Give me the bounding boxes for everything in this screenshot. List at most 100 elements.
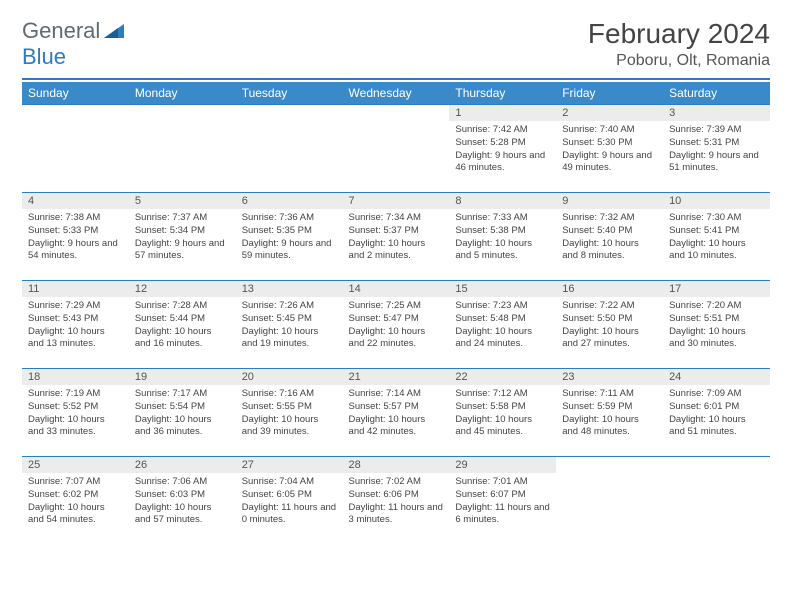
sunrise-text: Sunrise: 7:02 AM <box>349 476 444 489</box>
daylight-text: Daylight: 10 hours and 45 minutes. <box>455 414 550 440</box>
daylight-text: Daylight: 10 hours and 5 minutes. <box>455 238 550 264</box>
daylight-text: Daylight: 9 hours and 46 minutes. <box>455 150 550 176</box>
sunset-text: Sunset: 6:03 PM <box>135 489 230 502</box>
sunset-text: Sunset: 5:57 PM <box>349 401 444 414</box>
sunrise-text: Sunrise: 7:14 AM <box>349 388 444 401</box>
day-details: Sunrise: 7:33 AMSunset: 5:38 PMDaylight:… <box>449 209 556 266</box>
daylight-text: Daylight: 9 hours and 59 minutes. <box>242 238 337 264</box>
daylight-text: Daylight: 10 hours and 30 minutes. <box>669 326 764 352</box>
calendar-day-cell: 22Sunrise: 7:12 AMSunset: 5:58 PMDayligh… <box>449 369 556 457</box>
sunrise-text: Sunrise: 7:01 AM <box>455 476 550 489</box>
calendar-table: SundayMondayTuesdayWednesdayThursdayFrid… <box>22 82 770 545</box>
sunrise-text: Sunrise: 7:36 AM <box>242 212 337 225</box>
sunset-text: Sunset: 5:45 PM <box>242 313 337 326</box>
calendar-day-cell: 10Sunrise: 7:30 AMSunset: 5:41 PMDayligh… <box>663 193 770 281</box>
sunset-text: Sunset: 5:59 PM <box>562 401 657 414</box>
day-number: 9 <box>556 193 663 209</box>
logo-text-2: Blue <box>22 44 66 69</box>
location-label: Poboru, Olt, Romania <box>588 52 770 70</box>
day-number: 28 <box>343 457 450 473</box>
day-number: 10 <box>663 193 770 209</box>
calendar-day-cell: 14Sunrise: 7:25 AMSunset: 5:47 PMDayligh… <box>343 281 450 369</box>
day-number: 14 <box>343 281 450 297</box>
calendar-day-cell: 8Sunrise: 7:33 AMSunset: 5:38 PMDaylight… <box>449 193 556 281</box>
day-details: Sunrise: 7:36 AMSunset: 5:35 PMDaylight:… <box>236 209 343 266</box>
weekday-header: Monday <box>129 82 236 105</box>
daylight-text: Daylight: 10 hours and 39 minutes. <box>242 414 337 440</box>
calendar-day-cell: 23Sunrise: 7:11 AMSunset: 5:59 PMDayligh… <box>556 369 663 457</box>
logo: General <box>22 18 126 44</box>
sunset-text: Sunset: 5:37 PM <box>349 225 444 238</box>
day-details: Sunrise: 7:37 AMSunset: 5:34 PMDaylight:… <box>129 209 236 266</box>
title-block: February 2024 Poboru, Olt, Romania <box>588 18 770 70</box>
calendar-day-cell: 4Sunrise: 7:38 AMSunset: 5:33 PMDaylight… <box>22 193 129 281</box>
calendar-day-cell: 26Sunrise: 7:06 AMSunset: 6:03 PMDayligh… <box>129 457 236 545</box>
daylight-text: Daylight: 10 hours and 27 minutes. <box>562 326 657 352</box>
sunrise-text: Sunrise: 7:19 AM <box>28 388 123 401</box>
calendar-day-cell: 11Sunrise: 7:29 AMSunset: 5:43 PMDayligh… <box>22 281 129 369</box>
daylight-text: Daylight: 10 hours and 42 minutes. <box>349 414 444 440</box>
sunrise-text: Sunrise: 7:11 AM <box>562 388 657 401</box>
sunrise-text: Sunrise: 7:25 AM <box>349 300 444 313</box>
day-number: 16 <box>556 281 663 297</box>
daylight-text: Daylight: 9 hours and 51 minutes. <box>669 150 764 176</box>
day-number: 1 <box>449 105 556 121</box>
sunset-text: Sunset: 6:06 PM <box>349 489 444 502</box>
calendar-day-cell: 3Sunrise: 7:39 AMSunset: 5:31 PMDaylight… <box>663 105 770 193</box>
sunrise-text: Sunrise: 7:12 AM <box>455 388 550 401</box>
day-number: 12 <box>129 281 236 297</box>
sunrise-text: Sunrise: 7:22 AM <box>562 300 657 313</box>
sunrise-text: Sunrise: 7:39 AM <box>669 124 764 137</box>
daylight-text: Daylight: 10 hours and 22 minutes. <box>349 326 444 352</box>
daylight-text: Daylight: 11 hours and 3 minutes. <box>349 502 444 528</box>
calendar-week-row: 18Sunrise: 7:19 AMSunset: 5:52 PMDayligh… <box>22 369 770 457</box>
day-number: 3 <box>663 105 770 121</box>
calendar-day-cell: 13Sunrise: 7:26 AMSunset: 5:45 PMDayligh… <box>236 281 343 369</box>
calendar-day-cell: 20Sunrise: 7:16 AMSunset: 5:55 PMDayligh… <box>236 369 343 457</box>
calendar-day-cell: 6Sunrise: 7:36 AMSunset: 5:35 PMDaylight… <box>236 193 343 281</box>
sunset-text: Sunset: 5:34 PM <box>135 225 230 238</box>
sunrise-text: Sunrise: 7:04 AM <box>242 476 337 489</box>
weekday-header: Sunday <box>22 82 129 105</box>
calendar-day-cell: 9Sunrise: 7:32 AMSunset: 5:40 PMDaylight… <box>556 193 663 281</box>
calendar-day-cell: 29Sunrise: 7:01 AMSunset: 6:07 PMDayligh… <box>449 457 556 545</box>
sunset-text: Sunset: 5:44 PM <box>135 313 230 326</box>
sunset-text: Sunset: 6:01 PM <box>669 401 764 414</box>
calendar-week-row: ....1Sunrise: 7:42 AMSunset: 5:28 PMDayl… <box>22 105 770 193</box>
day-number: 11 <box>22 281 129 297</box>
sunset-text: Sunset: 5:55 PM <box>242 401 337 414</box>
calendar-day-cell: 12Sunrise: 7:28 AMSunset: 5:44 PMDayligh… <box>129 281 236 369</box>
sunrise-text: Sunrise: 7:34 AM <box>349 212 444 225</box>
sunset-text: Sunset: 5:40 PM <box>562 225 657 238</box>
daylight-text: Daylight: 10 hours and 51 minutes. <box>669 414 764 440</box>
sunrise-text: Sunrise: 7:38 AM <box>28 212 123 225</box>
calendar-day-cell: 21Sunrise: 7:14 AMSunset: 5:57 PMDayligh… <box>343 369 450 457</box>
day-details: Sunrise: 7:02 AMSunset: 6:06 PMDaylight:… <box>343 473 450 530</box>
daylight-text: Daylight: 9 hours and 49 minutes. <box>562 150 657 176</box>
daylight-text: Daylight: 10 hours and 33 minutes. <box>28 414 123 440</box>
day-details: Sunrise: 7:16 AMSunset: 5:55 PMDaylight:… <box>236 385 343 442</box>
calendar-day-cell: 18Sunrise: 7:19 AMSunset: 5:52 PMDayligh… <box>22 369 129 457</box>
calendar-body: ....1Sunrise: 7:42 AMSunset: 5:28 PMDayl… <box>22 105 770 545</box>
sunrise-text: Sunrise: 7:33 AM <box>455 212 550 225</box>
day-number: 17 <box>663 281 770 297</box>
page-header: General February 2024 Poboru, Olt, Roman… <box>22 18 770 70</box>
day-details: Sunrise: 7:26 AMSunset: 5:45 PMDaylight:… <box>236 297 343 354</box>
sunset-text: Sunset: 5:58 PM <box>455 401 550 414</box>
day-number: 29 <box>449 457 556 473</box>
sunrise-text: Sunrise: 7:29 AM <box>28 300 123 313</box>
daylight-text: Daylight: 10 hours and 24 minutes. <box>455 326 550 352</box>
calendar-day-cell: 16Sunrise: 7:22 AMSunset: 5:50 PMDayligh… <box>556 281 663 369</box>
daylight-text: Daylight: 10 hours and 57 minutes. <box>135 502 230 528</box>
calendar-week-row: 4Sunrise: 7:38 AMSunset: 5:33 PMDaylight… <box>22 193 770 281</box>
sunrise-text: Sunrise: 7:40 AM <box>562 124 657 137</box>
month-title: February 2024 <box>588 18 770 50</box>
sunrise-text: Sunrise: 7:07 AM <box>28 476 123 489</box>
day-details: Sunrise: 7:19 AMSunset: 5:52 PMDaylight:… <box>22 385 129 442</box>
day-number: 26 <box>129 457 236 473</box>
day-details: Sunrise: 7:17 AMSunset: 5:54 PMDaylight:… <box>129 385 236 442</box>
weekday-header-row: SundayMondayTuesdayWednesdayThursdayFrid… <box>22 82 770 105</box>
calendar-day-cell: 15Sunrise: 7:23 AMSunset: 5:48 PMDayligh… <box>449 281 556 369</box>
calendar-day-cell: . <box>129 105 236 193</box>
day-number: 5 <box>129 193 236 209</box>
